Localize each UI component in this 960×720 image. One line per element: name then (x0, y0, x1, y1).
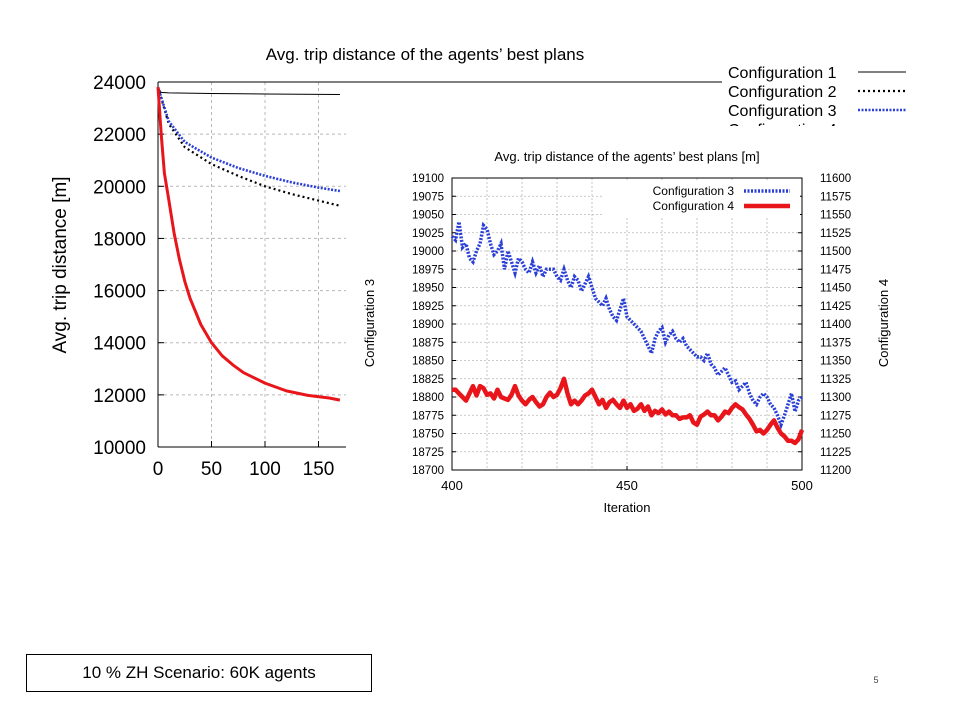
legend-label: Configuration 4 (653, 199, 735, 213)
y-tick-label: 18700 (412, 465, 444, 477)
y2-tick-label: 11500 (820, 246, 851, 258)
bg-chart-series (156, 86, 341, 402)
x-tick-label: 100 (249, 459, 281, 480)
y2-tick-label: 11600 (820, 173, 851, 185)
y-tick-label: 18825 (412, 374, 444, 386)
y2-tick-label: 11275 (820, 410, 851, 422)
y-tick-label: 19100 (412, 173, 444, 185)
y-tick-label: 18950 (412, 283, 444, 295)
series-configuration-3 (450, 221, 804, 430)
y-tick-label: 22000 (93, 125, 146, 146)
y-tick-label: 18850 (412, 356, 444, 368)
y-tick-label: 16000 (93, 282, 146, 303)
y-tick-label: 19000 (412, 246, 444, 258)
y2-tick-label: 11250 (820, 429, 851, 441)
inset-chart-xlabel: Iteration (604, 500, 651, 515)
y-tick-label: 18000 (93, 229, 146, 250)
y2-tick-label: 11400 (820, 319, 851, 331)
y2-tick-label: 11450 (820, 283, 851, 295)
y-tick-label: 18725 (412, 447, 444, 459)
inset-chart-title: Avg. trip distance of the agents’ best p… (494, 149, 759, 164)
bg-chart-legend: Configuration 1 Configuration 2 Configurat… (722, 46, 922, 139)
y-tick-label: 19075 (412, 191, 444, 203)
legend-label: Configuration 1 (728, 65, 837, 82)
series-configuration-1 (157, 86, 340, 95)
y-tick-label: 18875 (412, 337, 444, 349)
y-tick-label: 19050 (412, 210, 444, 222)
y2-tick-label: 11200 (820, 465, 851, 477)
bg-chart-y-ticks: 10000 12000 14000 16000 18000 20000 22000 24000 (93, 73, 164, 459)
legend-label: Configuration 2 (728, 84, 837, 101)
y2-tick-label: 11225 (820, 447, 851, 459)
y-tick-label: 19025 (412, 228, 444, 240)
inset-chart-y2-ticks: 11200 11225 11250 11275 11300 11325 11350 11375… (798, 173, 851, 477)
series-configuration-4 (156, 87, 341, 402)
x-tick-label: 50 (201, 459, 222, 480)
series-configuration-4 (452, 376, 805, 446)
scenario-caption: 10 % ZH Scenario: 60K agents (26, 654, 372, 692)
y-tick-label: 12000 (93, 386, 146, 407)
x-tick-label: 0 (153, 459, 164, 480)
y-tick-label: 10000 (93, 438, 146, 459)
x-tick-label: 450 (616, 478, 638, 493)
legend-label: Configuration 3 (653, 184, 735, 198)
page-number: 5 (873, 675, 879, 685)
series-configuration-3 (156, 86, 341, 193)
y-tick-label: 18925 (412, 301, 444, 313)
y2-tick-label: 11575 (820, 191, 851, 203)
series-configuration-2 (156, 86, 341, 207)
y2-tick-label: 11300 (820, 392, 851, 404)
x-tick-label: 150 (303, 459, 335, 480)
y2-tick-label: 11475 (820, 264, 851, 276)
x-tick-label: 400 (441, 478, 463, 493)
x-tick-label: 500 (791, 478, 813, 493)
inset-chart-x-ticks: 400 450 500 (441, 466, 813, 493)
y-tick-label: 20000 (93, 177, 146, 198)
y2-tick-label: 11375 (820, 337, 851, 349)
y-tick-label: 14000 (93, 334, 146, 355)
y2-tick-label: 11350 (820, 356, 851, 368)
inset-chart-y-ticks: 18700 18725 18750 18775 18800 18825 18850 18875… (412, 173, 456, 477)
y-tick-label: 18975 (412, 264, 444, 276)
bg-chart-title: Avg. trip distance of the agents’ best p… (266, 45, 584, 64)
y-tick-label: 24000 (93, 73, 146, 94)
y2-tick-label: 11525 (820, 228, 851, 240)
y-tick-label: 18800 (412, 392, 444, 404)
legend-box (722, 46, 922, 122)
y2-tick-label: 11550 (820, 210, 851, 222)
inset-chart: Avg. trip distance of the agents’ best p… (362, 149, 891, 515)
legend-box (604, 180, 800, 216)
inset-chart-grid (452, 178, 802, 470)
legend-label: Configuration 3 (728, 103, 837, 120)
bg-chart-ylabel: Avg. trip distance [m] (50, 176, 71, 353)
y-tick-label: 18900 (412, 319, 444, 331)
bg-chart-x-ticks: 0 50 100 150 (153, 441, 335, 480)
y2-tick-label: 11425 (820, 301, 851, 313)
inset-chart-y2label: Configuration 4 (876, 279, 891, 367)
y2-tick-label: 11325 (820, 374, 851, 386)
y-tick-label: 18750 (412, 429, 444, 441)
inset-chart-series (450, 221, 805, 446)
y-tick-label: 18775 (412, 410, 444, 422)
inset-chart-ylabel: Configuration 3 (362, 279, 377, 367)
